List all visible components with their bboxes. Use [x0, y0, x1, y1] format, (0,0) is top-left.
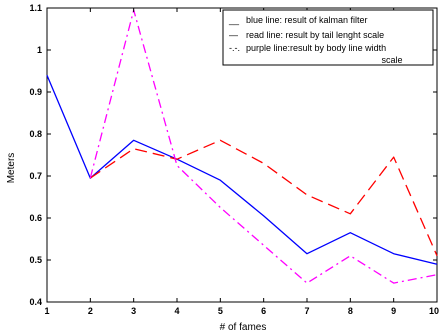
- y-tick-label: 0.5: [29, 255, 42, 265]
- legend-marker-1: __: [228, 15, 240, 25]
- x-tick-label: 8: [348, 306, 353, 316]
- series-line-1: [46, 74, 438, 265]
- legend-entry-1: blue line: result of kalman filter: [246, 15, 368, 25]
- x-tick-label: 6: [261, 306, 266, 316]
- y-tick-label: 1.1: [29, 3, 42, 13]
- x-tick-label: 9: [391, 306, 396, 316]
- legend-entry-3: purple line:result by body line width sca…: [246, 43, 403, 65]
- legend-marker-2: —: [229, 30, 238, 40]
- x-tick-label: 2: [88, 306, 93, 316]
- x-tick-label: 7: [304, 306, 309, 316]
- y-tick-label: 0.9: [29, 87, 42, 97]
- y-tick-label: 0.6: [29, 213, 42, 223]
- series-layer: [46, 9, 438, 284]
- legend-box: [222, 9, 434, 66]
- y-tick-label: 0.7: [29, 171, 42, 181]
- y-tick-label: 0.8: [29, 129, 42, 139]
- y-axis-title: Meters: [6, 153, 17, 184]
- x-tick-label: 1: [44, 306, 49, 316]
- legend-entry-2: read line: result by tail lenght scale: [246, 30, 384, 40]
- legend-marker-3: -.-.: [229, 43, 240, 53]
- series-line-3: [89, 9, 438, 284]
- x-tick-label: 4: [174, 306, 179, 316]
- x-axis-title: # of fames: [220, 322, 267, 333]
- legend: __ blue line: result of kalman filter — rea…: [222, 9, 434, 66]
- tick-layer: 1 2 3 4 5 6 7 8 9 10 0.4 0.5 0.6 0.7 0.8 0.9 1 1.1: [29, 3, 439, 316]
- x-tick-label: 10: [429, 306, 439, 316]
- y-tick-label: 0.4: [29, 297, 42, 307]
- x-tick-label: 3: [131, 306, 136, 316]
- y-tick-label: 1: [37, 45, 42, 55]
- x-tick-label: 5: [218, 306, 223, 316]
